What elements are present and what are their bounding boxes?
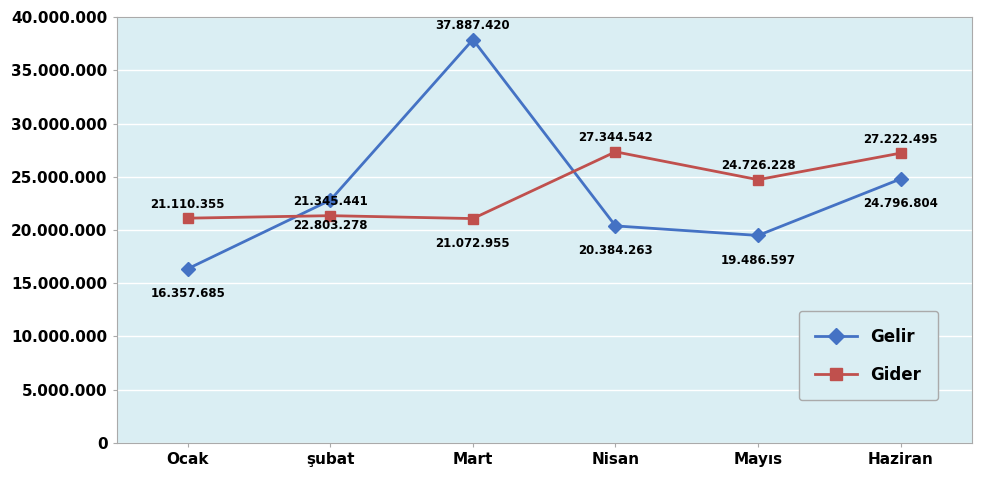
Gelir [182, 266, 194, 272]
Text: 21.110.355: 21.110.355 [150, 198, 225, 211]
Gider [609, 149, 621, 155]
Gider [324, 213, 336, 218]
Gider [895, 150, 906, 156]
Gelir [895, 176, 906, 182]
Gelir [609, 223, 621, 229]
Line: Gider: Gider [183, 147, 905, 223]
Gider [182, 215, 194, 221]
Text: 24.796.804: 24.796.804 [863, 197, 938, 210]
Text: 21.345.441: 21.345.441 [293, 196, 368, 208]
Text: 21.072.955: 21.072.955 [435, 237, 510, 250]
Gider [752, 177, 764, 183]
Text: 22.803.278: 22.803.278 [293, 218, 368, 232]
Text: 27.344.542: 27.344.542 [578, 131, 653, 144]
Text: 19.486.597: 19.486.597 [721, 254, 795, 267]
Gelir [324, 197, 336, 203]
Legend: Gelir, Gider: Gelir, Gider [798, 311, 938, 401]
Text: 16.357.685: 16.357.685 [150, 287, 225, 300]
Gelir [752, 233, 764, 239]
Gelir [467, 37, 479, 43]
Text: 20.384.263: 20.384.263 [578, 244, 653, 257]
Gider [467, 216, 479, 221]
Text: 24.726.228: 24.726.228 [721, 159, 795, 172]
Text: 27.222.495: 27.222.495 [863, 133, 938, 146]
Text: 37.887.420: 37.887.420 [435, 19, 510, 32]
Line: Gelir: Gelir [183, 35, 905, 273]
